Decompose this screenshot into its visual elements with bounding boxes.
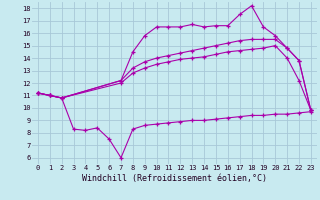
- X-axis label: Windchill (Refroidissement éolien,°C): Windchill (Refroidissement éolien,°C): [82, 174, 267, 183]
